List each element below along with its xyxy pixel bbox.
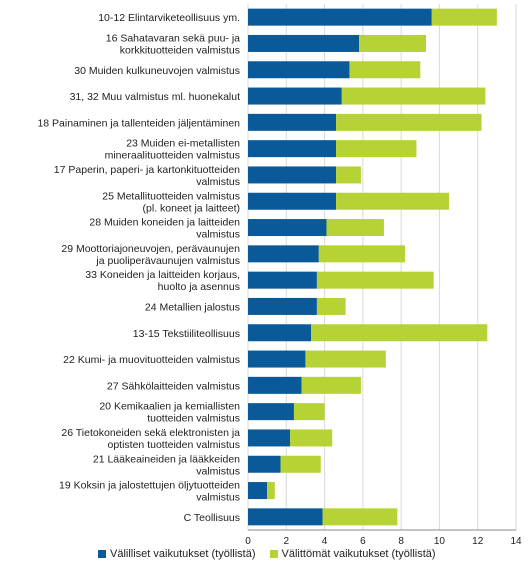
bar-indirect [248,219,327,237]
x-tick-label: 8 [398,536,404,547]
x-tick-label: 6 [360,536,366,547]
bar-indirect [248,297,317,315]
category-label: 20 Kemikaalien ja kemiallisten tuotteiden… [99,401,240,425]
bar-direct [290,429,333,447]
category-label: 22 Kumi- ja muovituotteiden valmistus [63,354,240,366]
bar-indirect [248,8,432,26]
legend-label-indirect: Välilliset vaikutukset (työllistä) [110,548,256,560]
bar-indirect [248,34,360,52]
bar-indirect [248,350,306,368]
category-label: 16 Sahatavaran sekä puu- ja korkkituottei… [106,32,240,56]
bar-direct [341,87,486,105]
category-label: 17 Paperin, paperi- ja kartonkituotteide… [54,164,240,188]
x-tick-label: 14 [510,536,522,547]
bar-direct [318,245,405,263]
legend-label-direct: Välittömät vaikutukset (työllistä) [281,548,436,560]
category-label: 28 Muiden koneiden ja laitteiden valmistu… [89,217,240,241]
category-label: 19 Koksin ja jalostettujen öljytuotteide… [59,480,240,504]
bar-direct [349,61,421,79]
bar-indirect [248,87,342,105]
category-label: 25 Metallituotteiden valmistus (pl. konee… [102,190,240,214]
category-label: 31, 32 Muu valmistus ml. huonekalut [70,91,241,103]
bar-direct [359,34,427,52]
bar-direct [316,297,346,315]
bar-direct [267,482,275,500]
legend-item-direct: Välittömät vaikutukset (työllistä) [269,548,436,560]
category-label: 29 Moottoriajoneuvojen, perävaunujen ja p… [61,243,240,267]
category-label: 30 Muiden kulkuneuvojen valmistus [74,65,240,77]
bar-direct [280,455,321,473]
bar-direct [311,324,488,342]
bar-direct [431,8,497,26]
bar-indirect [248,508,323,526]
bar-direct [336,166,361,184]
bar-indirect [248,376,302,394]
category-label: 10-12 Elintarviketeollisuus ym. [98,12,240,24]
category-label: 27 Sähkölaitteiden valmistus [107,380,240,392]
category-label: 13-15 Tekstiiliteollisuus [133,328,240,340]
bar-indirect [248,140,337,158]
category-label: 21 Lääkeaineiden ja lääkkeiden valmistus [93,453,240,477]
bar-indirect [248,192,337,210]
bar-indirect [248,482,268,500]
bar-indirect [248,166,337,184]
bar-direct [293,403,325,421]
bar-indirect [248,324,312,342]
bar-indirect [248,61,350,79]
bar-indirect [248,429,291,447]
bar-direct [326,219,384,237]
bar-indirect [248,455,281,473]
legend-swatch-indirect [98,550,106,558]
category-label: C Teollisuus [184,512,240,524]
category-label: 18 Painaminen ja tallenteiden jäljentämi… [37,117,240,129]
bar-indirect [248,245,319,263]
bar-direct [301,376,361,394]
x-tick-label: 10 [434,536,446,547]
legend-item-indirect: Välilliset vaikutukset (työllistä) [98,548,256,560]
bar-indirect [248,271,317,289]
bar-direct [336,140,417,158]
category-label: 26 Tietokoneiden sekä elektronisten ja op… [61,427,240,451]
bar-direct [336,192,449,210]
bar-direct [322,508,398,526]
bar-indirect [248,113,337,131]
x-tick-label: 12 [472,536,484,547]
category-label: 23 Muiden ei-metallisten mineraalituottei… [105,138,241,162]
bar-direct [316,271,434,289]
x-tick-label: 4 [322,536,328,547]
legend: Välilliset vaikutukset (työllistä) Välit… [98,548,450,560]
x-tick-label: 0 [245,536,251,547]
bar-indirect [248,403,294,421]
bar-direct [336,113,482,131]
legend-swatch-direct [269,550,278,558]
category-label: 33 Koneiden ja laitteiden korjaus, huolto… [85,269,240,293]
bar-direct [305,350,386,368]
category-label: 24 Metallien jalostus [145,301,240,313]
x-tick-label: 2 [284,536,290,547]
